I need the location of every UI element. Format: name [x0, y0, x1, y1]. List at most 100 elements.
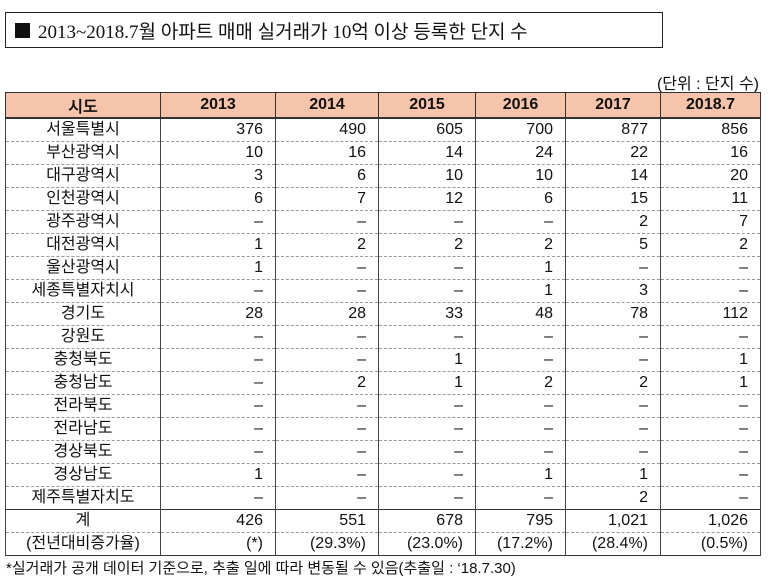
- cell: –: [160, 394, 276, 418]
- cell: –: [475, 210, 566, 234]
- table-row: 경기도 28 28 33 48 78 112: [5, 302, 761, 326]
- cell: 11: [660, 187, 761, 211]
- cell: 1: [160, 463, 276, 487]
- row-label: 계: [5, 509, 161, 533]
- header-row: 시도 2013 2014 2015 2016 2017 2018.7: [5, 92, 761, 119]
- table-row: 강원도 – – – – – –: [5, 325, 761, 349]
- cell: –: [475, 348, 566, 372]
- cell: –: [275, 417, 379, 441]
- cell: –: [565, 440, 661, 464]
- cell: –: [160, 417, 276, 441]
- row-label: 세종특별자치시: [5, 279, 161, 303]
- table-row: 광주광역시 – – – –2 7: [5, 210, 761, 234]
- cell: 1: [475, 256, 566, 280]
- cell: 16: [275, 141, 379, 165]
- table-row: 계 426 551 678 795 1,021 1,026: [5, 509, 761, 533]
- row-label: 부산광역시: [5, 141, 161, 165]
- cell: –: [565, 394, 661, 418]
- cell: –: [275, 394, 379, 418]
- row-label: 충청남도: [5, 371, 161, 395]
- cell: –: [275, 279, 379, 303]
- cell: –: [378, 463, 476, 487]
- row-label: 대구광역시: [5, 164, 161, 188]
- row-label: (전년대비증가율): [5, 532, 161, 556]
- cell: 376: [160, 118, 276, 142]
- cell: –: [660, 279, 761, 303]
- cell: 1: [378, 371, 476, 395]
- cell: 7: [660, 210, 761, 234]
- cell: –: [275, 463, 379, 487]
- row-label: 전라남도: [5, 417, 161, 441]
- cell: 877: [565, 118, 661, 142]
- cell: –: [160, 325, 276, 349]
- table-row: 대구광역시 3 6 10 10 14 20: [5, 164, 761, 188]
- cell: 2: [275, 371, 379, 395]
- column-header: 2018.7: [660, 92, 761, 119]
- row-label: 강원도: [5, 325, 161, 349]
- table-row: 제주특별자치도 – – – –2–: [5, 486, 761, 510]
- row-label: 광주광역시: [5, 210, 161, 234]
- cell: 2: [565, 210, 661, 234]
- cell: 28: [275, 302, 379, 326]
- cell: 678: [378, 509, 476, 533]
- row-label: 울산광역시: [5, 256, 161, 280]
- table-row: 서울특별시 376 490 605 700 877 856: [5, 118, 761, 142]
- cell: 14: [565, 164, 661, 188]
- cell: (17.2%): [475, 532, 566, 556]
- cell: –: [660, 486, 761, 510]
- data-table: 시도 2013 2014 2015 2016 2017 2018.7 서울특별시 376 490…: [5, 92, 761, 556]
- cell: 20: [660, 164, 761, 188]
- cell: –: [160, 486, 276, 510]
- table-row: 부산광역시 10 16 14 24 22 16: [5, 141, 761, 165]
- table-row: (전년대비증가율) (*) (29.3%) (23.0%) (17.2%) (28.4%)…: [5, 532, 761, 556]
- cell: 28: [160, 302, 276, 326]
- cell: –: [660, 417, 761, 441]
- cell: 16: [660, 141, 761, 165]
- cell: 2: [475, 233, 566, 257]
- table-row: 대전광역시 1 2 2 2 5 2: [5, 233, 761, 257]
- cell: 2: [660, 233, 761, 257]
- cell: 6: [275, 164, 379, 188]
- row-label: 경상북도: [5, 440, 161, 464]
- title-icon: [15, 22, 30, 38]
- cell: –: [660, 256, 761, 280]
- cell: 5: [565, 233, 661, 257]
- cell: –: [378, 440, 476, 464]
- cell: –: [660, 394, 761, 418]
- table-row: 충청남도 –2 1 2 2 1: [5, 371, 761, 395]
- cell: 856: [660, 118, 761, 142]
- column-header: 2015: [378, 92, 476, 119]
- column-header: 2016: [475, 92, 566, 119]
- cell: 10: [160, 141, 276, 165]
- cell: 1: [378, 348, 476, 372]
- row-label: 경기도: [5, 302, 161, 326]
- title-box: 2013~2018.7월 아파트 매매 실거래가 10억 이상 등록한 단지 수: [5, 12, 663, 48]
- cell: 24: [475, 141, 566, 165]
- cell: –: [275, 348, 379, 372]
- cell: 112: [660, 302, 761, 326]
- cell: 7: [275, 187, 379, 211]
- cell: –: [275, 325, 379, 349]
- cell: 10: [378, 164, 476, 188]
- cell: (29.3%): [275, 532, 379, 556]
- cell: 490: [275, 118, 379, 142]
- cell: –: [275, 210, 379, 234]
- cell: 2: [475, 371, 566, 395]
- cell: –: [378, 486, 476, 510]
- cell: –: [378, 417, 476, 441]
- cell: –: [565, 417, 661, 441]
- table-row: 세종특별자치시 – – –1 3–: [5, 279, 761, 303]
- cell: 1: [160, 256, 276, 280]
- row-label: 인천광역시: [5, 187, 161, 211]
- column-header: 2017: [565, 92, 661, 119]
- table-row: 전라남도 – – – – – –: [5, 417, 761, 441]
- cell: 3: [160, 164, 276, 188]
- cell: 6: [160, 187, 276, 211]
- cell: –: [475, 394, 566, 418]
- cell: –: [378, 394, 476, 418]
- table-row: 인천광역시 6 7 12 6 15 11: [5, 187, 761, 211]
- table-row: 경상북도 – – – – – –: [5, 440, 761, 464]
- cell: –: [660, 440, 761, 464]
- column-header: 2013: [160, 92, 276, 119]
